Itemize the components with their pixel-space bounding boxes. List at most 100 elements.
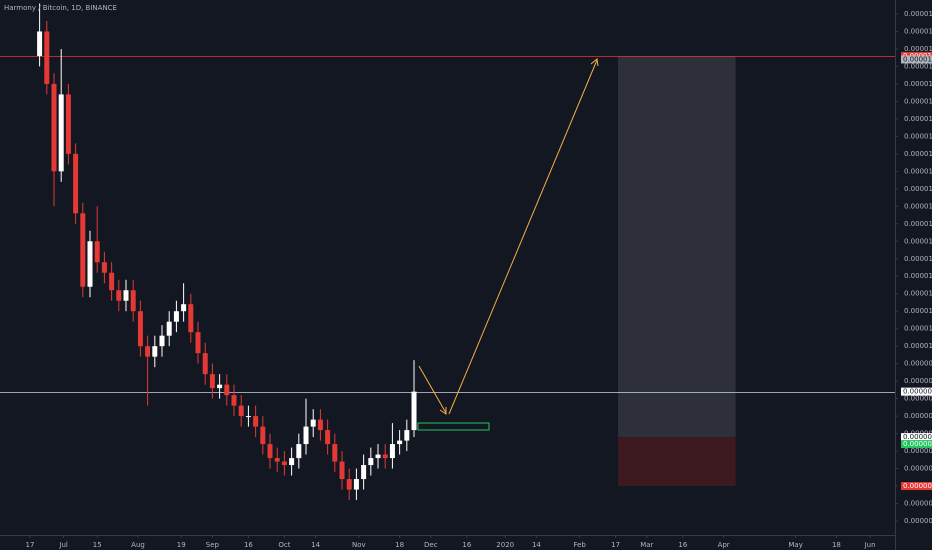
price-label: 0.0000182 — [903, 55, 932, 63]
projection-arrows — [418, 58, 599, 415]
candle-body — [325, 430, 331, 445]
x-tick-label: 17 — [26, 541, 35, 549]
candle-body — [51, 83, 57, 172]
candle-body — [411, 391, 417, 431]
candle-body — [317, 419, 323, 431]
candle-body — [65, 94, 71, 154]
y-tick-label: 0.0000095 — [904, 360, 932, 368]
y-tick-label: 0.0000085 — [904, 395, 932, 403]
candle-body — [188, 304, 194, 333]
y-tick-label: 0.0000145 — [904, 185, 932, 193]
y-tick-label: 0.0000055 — [904, 500, 932, 508]
candle-body — [109, 272, 115, 291]
y-tick-label: 0.0000135 — [904, 220, 932, 228]
candle-body — [267, 444, 273, 459]
x-tick-label: 2020 — [496, 541, 514, 549]
position-stop-zone — [618, 437, 736, 487]
candle-body — [202, 353, 208, 375]
y-tick-label: 0.0000120 — [904, 272, 932, 280]
candle-body — [145, 346, 151, 357]
candle-body — [130, 290, 136, 312]
x-tick-label: Jul — [58, 541, 68, 549]
x-tick-label: 16 — [462, 541, 471, 549]
candle-body — [58, 94, 64, 172]
x-tick-label: Dec — [424, 541, 438, 549]
y-tick-label: 0.0000165 — [904, 115, 932, 123]
y-tick-label: 0.0000140 — [904, 202, 932, 210]
x-tick-label: May — [788, 541, 802, 549]
candle-body — [303, 426, 309, 445]
x-tick-label: 18 — [395, 541, 404, 549]
chart-title: Harmony / Bitcoin, 1D, BINANCE — [4, 4, 117, 12]
y-tick-label: 0.0000105 — [904, 325, 932, 333]
y-tick-label: 0.0000100 — [904, 342, 932, 350]
candle-body — [80, 213, 86, 287]
price-label: 0.0000072 — [903, 440, 932, 448]
candle-body — [368, 458, 374, 466]
candle-body — [181, 304, 187, 312]
y-tick-label: 0.0000115 — [904, 290, 932, 298]
x-tick-label: Apr — [718, 541, 730, 549]
x-tick-label: 18 — [832, 541, 841, 549]
candle-body — [382, 454, 388, 459]
y-tick-label: 0.0000190 — [904, 27, 932, 35]
x-tick-label: Feb — [573, 541, 586, 549]
price-label-box — [901, 433, 932, 442]
y-tick-label: 0.0000180 — [904, 62, 932, 70]
x-tick-label: 19 — [177, 541, 186, 549]
candle-body — [253, 416, 259, 427]
candle-body — [245, 416, 251, 418]
candle-body — [404, 430, 410, 441]
x-tick-label: 15 — [93, 541, 102, 549]
y-tick-label: 0.0000080 — [904, 412, 932, 420]
x-tick-label: 16 — [678, 541, 687, 549]
candle-body — [353, 479, 359, 490]
price-label: 0.0000060 — [903, 482, 932, 490]
candle-body — [166, 321, 172, 336]
price-label-box — [901, 387, 932, 396]
candle-body — [116, 290, 122, 301]
y-tick-label: 0.0000170 — [904, 97, 932, 105]
position-target-zone — [618, 55, 736, 438]
price-label-box — [901, 440, 932, 449]
candle-body — [44, 31, 50, 84]
y-tick-label: 0.0000125 — [904, 255, 932, 263]
candle-body — [159, 335, 165, 347]
price-label-box — [901, 55, 932, 64]
candle-body — [375, 454, 381, 459]
candle-body — [137, 311, 143, 347]
candle-body — [361, 465, 367, 480]
candle-body — [87, 241, 93, 287]
y-tick-label: 0.0000175 — [904, 80, 932, 88]
candle-body — [152, 346, 158, 357]
candle-body — [94, 241, 100, 263]
y-tick-label: 0.0000195 — [904, 10, 932, 18]
x-tick-label: Mar — [640, 541, 653, 549]
candle-body — [296, 444, 302, 459]
candle-body — [73, 153, 79, 214]
candle-body — [173, 311, 179, 322]
price-label: 0.0000087 — [903, 388, 932, 396]
y-tick-label: 0.0000150 — [904, 167, 932, 175]
candle-body — [274, 458, 280, 462]
y-tick-label: 0.0000050 — [904, 517, 932, 525]
candle-body — [339, 461, 345, 480]
candle-body — [209, 374, 215, 389]
y-tick-label: 0.0000155 — [904, 150, 932, 158]
y-tick-label: 0.0000160 — [904, 132, 932, 140]
candle-body — [101, 262, 107, 273]
candle-body — [332, 444, 338, 462]
candle-body — [224, 384, 230, 396]
candle-body — [231, 395, 237, 406]
y-tick-label: 0.0000090 — [904, 377, 932, 385]
candle-body — [281, 461, 287, 466]
x-tick-label: Aug — [131, 541, 145, 549]
candle-body — [389, 444, 395, 459]
candle-body — [397, 440, 403, 445]
x-tick-label: Jun — [864, 541, 876, 549]
y-tick-label: 0.0000070 — [904, 447, 932, 455]
x-tick-label: 17 — [611, 541, 620, 549]
y-tick-label: 0.0000130 — [904, 237, 932, 245]
x-tick-label: 14 — [532, 541, 541, 549]
